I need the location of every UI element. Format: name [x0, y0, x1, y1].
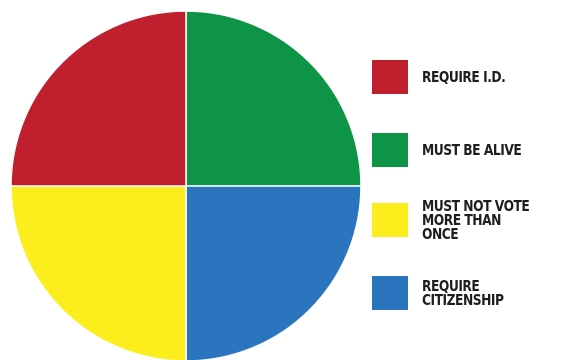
legend-item-must-not-vote-more-than-once: MUST NOT VOTE MORE THAN ONCE — [372, 199, 562, 242]
legend: REQUIRE I.D. MUST BE ALIVE MUST NOT VOTE… — [372, 0, 562, 360]
legend-label-must-not-vote-more-than-once: MUST NOT VOTE MORE THAN ONCE — [422, 197, 530, 243]
legend-swatch-must-not-vote-more-than-once — [372, 203, 408, 237]
legend-label-must-be-alive: MUST BE ALIVE — [422, 141, 522, 159]
pie-slice-require-citizenship — [185, 185, 362, 360]
legend-swatch-must-be-alive — [372, 133, 408, 167]
legend-item-require-id: REQUIRE I.D. — [372, 60, 524, 94]
legend-swatch-require-id — [372, 60, 408, 94]
pie-slice-must-be-alive — [185, 10, 362, 187]
legend-item-require-citizenship: REQUIRE CITIZENSHIP — [372, 276, 521, 310]
legend-label-require-citizenship: REQUIRE CITIZENSHIP — [422, 277, 504, 309]
legend-swatch-require-citizenship — [372, 276, 408, 310]
legend-item-must-be-alive: MUST BE ALIVE — [372, 133, 543, 167]
legend-label-require-id: REQUIRE I.D. — [422, 68, 506, 86]
pie-svg — [10, 10, 362, 360]
pie-slice-require-id — [10, 10, 187, 187]
pie-slice-must-not-vote-more-than-once — [10, 185, 187, 360]
